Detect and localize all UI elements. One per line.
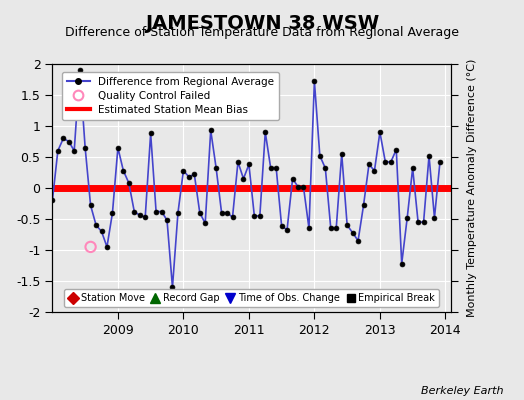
Legend: Station Move, Record Gap, Time of Obs. Change, Empirical Break: Station Move, Record Gap, Time of Obs. C…: [64, 289, 439, 307]
Text: Berkeley Earth: Berkeley Earth: [421, 386, 503, 396]
Y-axis label: Monthly Temperature Anomaly Difference (°C): Monthly Temperature Anomaly Difference (…: [466, 59, 477, 317]
Text: Difference of Station Temperature Data from Regional Average: Difference of Station Temperature Data f…: [65, 26, 459, 39]
Text: JAMESTOWN 38 WSW: JAMESTOWN 38 WSW: [145, 14, 379, 33]
Point: [86, 244, 95, 250]
